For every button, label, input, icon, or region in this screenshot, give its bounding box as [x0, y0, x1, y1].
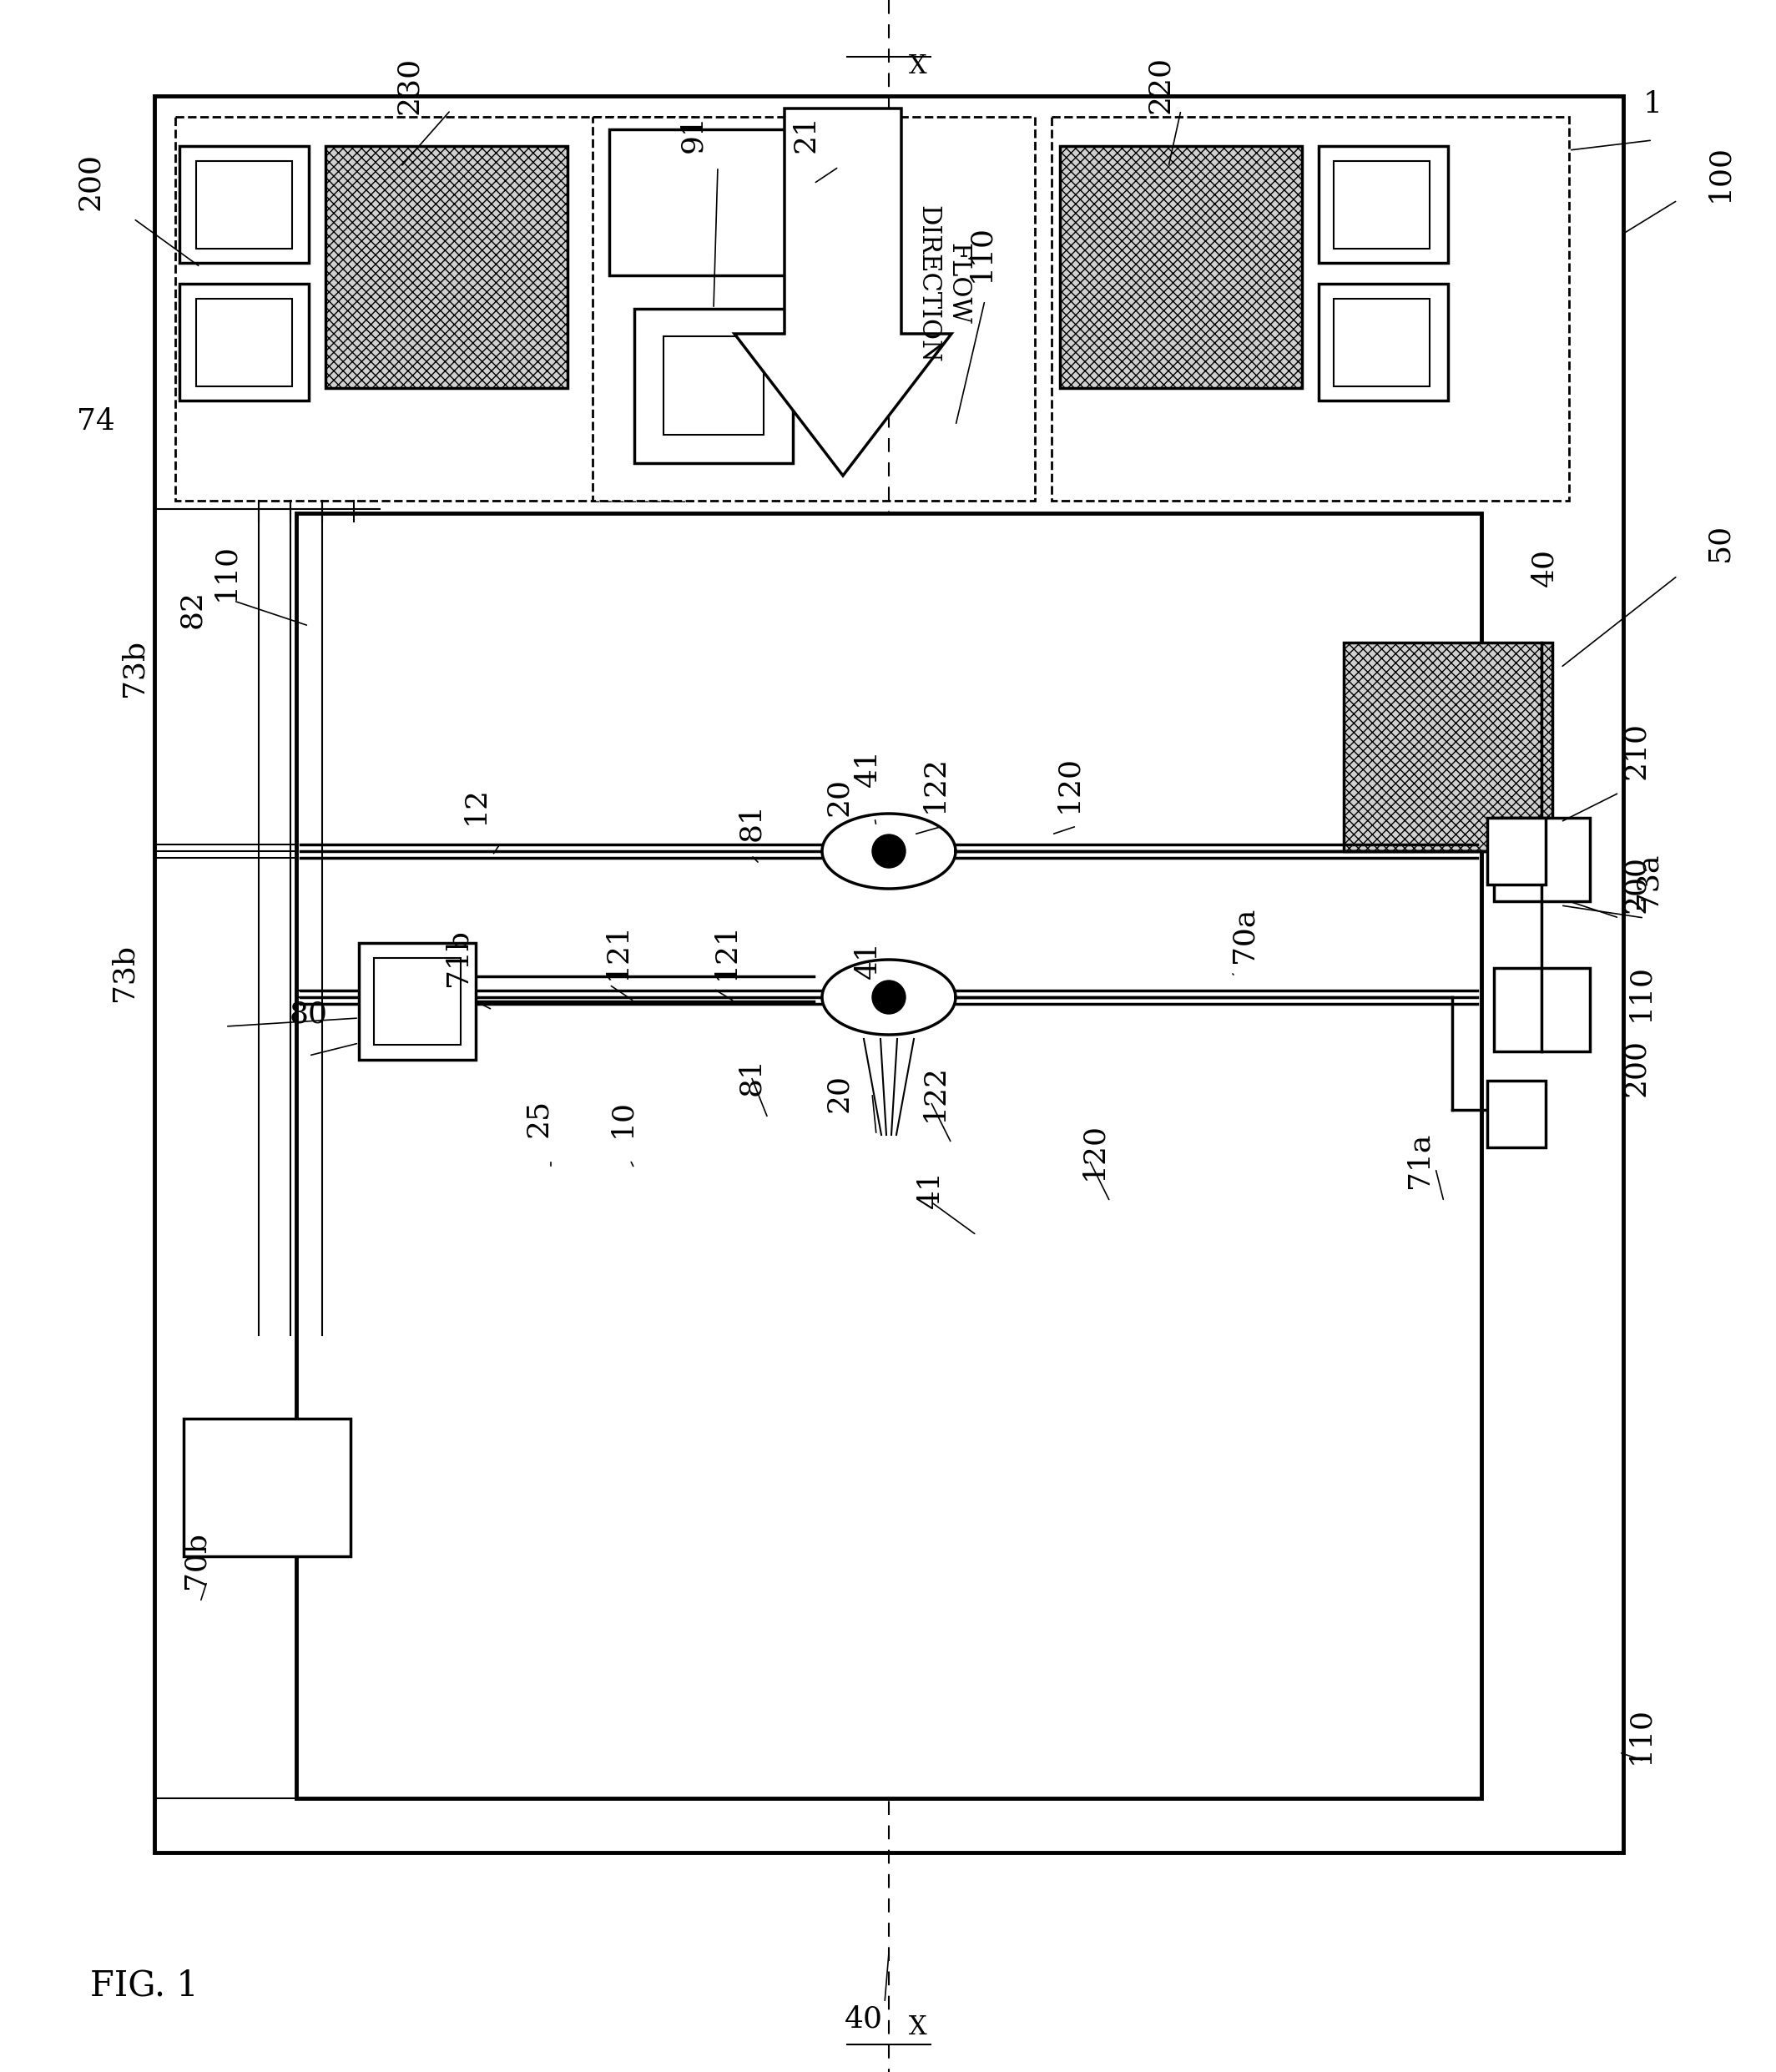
Text: 1: 1	[1643, 89, 1662, 118]
Bar	[155, 95, 1623, 1852]
Text: 100: 100	[1705, 145, 1733, 203]
Text: 122: 122	[920, 756, 948, 812]
Text: 41: 41	[854, 941, 883, 978]
Circle shape	[872, 835, 906, 868]
Bar	[325, 145, 568, 387]
Text: 40: 40	[1529, 549, 1558, 586]
Bar	[1060, 145, 1302, 387]
Text: FIG. 1: FIG. 1	[91, 1968, 199, 2004]
Bar	[297, 514, 1481, 1798]
Polygon shape	[735, 108, 952, 477]
Text: 70a: 70a	[1229, 908, 1257, 963]
Bar	[179, 284, 309, 400]
Text: 82: 82	[178, 591, 206, 628]
Text: 81: 81	[737, 802, 765, 841]
Text: 41: 41	[854, 748, 883, 787]
Bar	[609, 128, 819, 276]
Text: 74: 74	[76, 408, 115, 435]
Bar	[1494, 968, 1590, 1051]
Bar	[195, 162, 291, 249]
Text: 21: 21	[790, 114, 819, 153]
Bar	[359, 943, 476, 1059]
Text: 210: 210	[1621, 723, 1650, 779]
Text: 121: 121	[712, 922, 741, 980]
Bar	[634, 309, 792, 464]
Text: 73b: 73b	[119, 638, 147, 696]
Text: 12: 12	[462, 785, 490, 825]
Bar	[664, 336, 764, 435]
Text: 73b: 73b	[110, 943, 139, 1001]
Text: 110: 110	[966, 224, 995, 282]
Text: 10: 10	[607, 1098, 636, 1138]
Bar	[1318, 284, 1447, 400]
Bar	[1487, 818, 1545, 885]
Text: 41: 41	[916, 1171, 945, 1208]
Text: 40: 40	[845, 2006, 883, 2033]
Text: 220: 220	[1146, 56, 1174, 114]
Text: 110: 110	[1625, 1707, 1653, 1765]
Bar	[195, 298, 291, 385]
Text: 230: 230	[394, 56, 423, 114]
Text: 71b: 71b	[444, 928, 472, 986]
Bar	[1051, 116, 1568, 501]
Bar	[179, 145, 309, 263]
Text: 200: 200	[76, 153, 105, 211]
Text: 120: 120	[1055, 756, 1082, 812]
Text: 80: 80	[289, 999, 329, 1028]
Bar	[183, 1419, 350, 1556]
Bar	[593, 116, 1035, 501]
Polygon shape	[822, 959, 955, 1034]
Text: 122: 122	[920, 1065, 948, 1121]
Text: 50: 50	[1705, 522, 1733, 562]
Bar	[176, 116, 693, 501]
Text: 73a: 73a	[1634, 852, 1662, 908]
Bar	[375, 957, 460, 1044]
Bar	[1334, 298, 1430, 385]
Text: 81: 81	[737, 1057, 765, 1096]
Bar	[1334, 162, 1430, 249]
Text: 70b: 70b	[181, 1531, 210, 1589]
Text: X: X	[909, 54, 927, 79]
Polygon shape	[822, 814, 955, 889]
Bar	[1487, 1082, 1545, 1148]
Text: 200: 200	[1621, 856, 1650, 914]
Bar	[1344, 642, 1552, 852]
Text: X: X	[909, 2014, 927, 2041]
Bar	[1318, 145, 1447, 263]
Bar	[1494, 818, 1590, 901]
Text: 20: 20	[824, 777, 852, 816]
Text: 121: 121	[604, 922, 632, 980]
Text: 20: 20	[824, 1073, 852, 1113]
Text: 71a: 71a	[1405, 1131, 1433, 1187]
Text: 110: 110	[211, 543, 240, 601]
Text: 110: 110	[1625, 963, 1653, 1021]
Text: 91: 91	[678, 114, 707, 153]
Text: 200: 200	[1621, 1040, 1650, 1096]
Circle shape	[872, 980, 906, 1013]
Text: 120: 120	[1080, 1123, 1108, 1181]
Text: 25: 25	[524, 1098, 552, 1138]
Text: FLOW
DIRECTION: FLOW DIRECTION	[915, 205, 971, 363]
